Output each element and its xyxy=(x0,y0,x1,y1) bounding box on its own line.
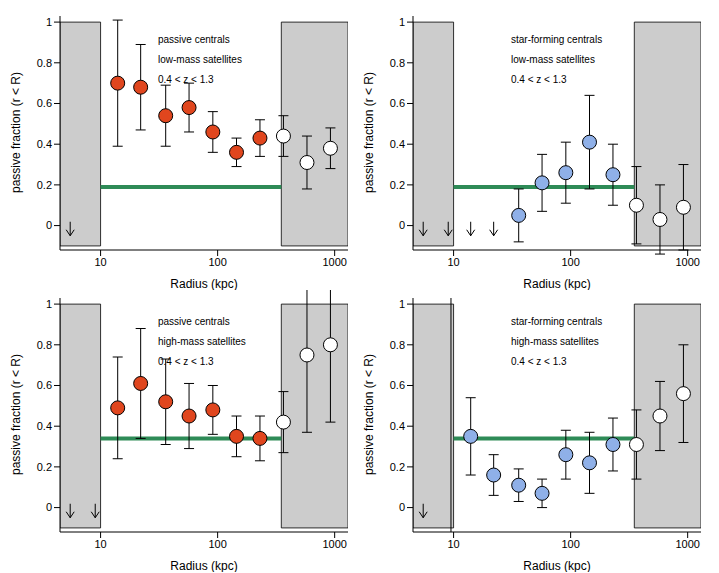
html-text:star-forming centrals: star-forming centrals xyxy=(511,316,603,327)
html-text:0.4 < z < 1.3: 0.4 < z < 1.3 xyxy=(158,74,214,85)
html-text:0.4 < z < 1.3: 0.4 < z < 1.3 xyxy=(511,356,567,367)
svg-text:1000: 1000 xyxy=(675,538,699,550)
svg-text:1000: 1000 xyxy=(322,538,346,550)
svg-text:1000: 1000 xyxy=(322,256,346,268)
svg-text:10: 10 xyxy=(447,256,459,268)
svg-text:0: 0 xyxy=(46,501,52,513)
svg-text:10: 10 xyxy=(94,538,106,550)
svg-text:Radius (kpc): Radius (kpc) xyxy=(170,559,237,572)
svg-text:100: 100 xyxy=(208,256,226,268)
html-text:high-mass satellites: high-mass satellites xyxy=(511,336,599,347)
svg-text:Radius (kpc): Radius (kpc) xyxy=(523,277,590,290)
svg-text:0: 0 xyxy=(399,501,405,513)
html-text:0.4 < z < 1.3: 0.4 < z < 1.3 xyxy=(511,74,567,85)
svg-text:0: 0 xyxy=(399,219,405,231)
svg-text:0: 0 xyxy=(46,219,52,231)
svg-text:100: 100 xyxy=(561,538,579,550)
svg-text:100: 100 xyxy=(208,538,226,550)
svg-text:10: 10 xyxy=(447,538,459,550)
svg-text:Radius (kpc): Radius (kpc) xyxy=(170,277,237,290)
svg-text:passive fraction (r < R): passive fraction (r < R) xyxy=(9,72,23,193)
svg-text:0.8: 0.8 xyxy=(390,57,405,69)
svg-text:0.6: 0.6 xyxy=(37,379,52,391)
svg-text:0.8: 0.8 xyxy=(37,57,52,69)
html-text:star-forming centrals: star-forming centrals xyxy=(511,34,603,45)
html-text:0.4 < z < 1.3: 0.4 < z < 1.3 xyxy=(158,356,214,367)
svg-text:1: 1 xyxy=(399,298,405,310)
html-text:low-mass satellites: low-mass satellites xyxy=(511,54,595,65)
svg-text:100: 100 xyxy=(561,256,579,268)
svg-text:0.6: 0.6 xyxy=(390,379,405,391)
svg-text:0.4: 0.4 xyxy=(37,420,52,432)
svg-text:0.6: 0.6 xyxy=(37,97,52,109)
svg-text:1: 1 xyxy=(399,16,405,28)
html-text:low-mass satellites: low-mass satellites xyxy=(158,54,242,65)
svg-text:0.2: 0.2 xyxy=(390,461,405,473)
svg-text:passive fraction (r < R): passive fraction (r < R) xyxy=(362,72,376,193)
svg-text:0.8: 0.8 xyxy=(390,339,405,351)
svg-text:passive fraction (r < R): passive fraction (r < R) xyxy=(9,354,23,475)
svg-text:0.2: 0.2 xyxy=(37,461,52,473)
svg-text:0.2: 0.2 xyxy=(37,179,52,191)
svg-text:0.4: 0.4 xyxy=(390,420,405,432)
svg-text:0.8: 0.8 xyxy=(37,339,52,351)
svg-text:0.2: 0.2 xyxy=(390,179,405,191)
svg-text:Radius (kpc): Radius (kpc) xyxy=(523,559,590,572)
svg-text:1000: 1000 xyxy=(675,256,699,268)
svg-text:0.4: 0.4 xyxy=(37,138,52,150)
svg-text:0.6: 0.6 xyxy=(390,97,405,109)
svg-text:passive fraction (r < R): passive fraction (r < R) xyxy=(362,354,376,475)
html-text:high-mass satellites: high-mass satellites xyxy=(158,336,246,347)
html-text:passive centrals: passive centrals xyxy=(158,316,230,327)
svg-text:1: 1 xyxy=(46,298,52,310)
svg-text:10: 10 xyxy=(94,256,106,268)
svg-text:0.4: 0.4 xyxy=(390,138,405,150)
svg-text:1: 1 xyxy=(46,16,52,28)
html-text:passive centrals: passive centrals xyxy=(158,34,230,45)
